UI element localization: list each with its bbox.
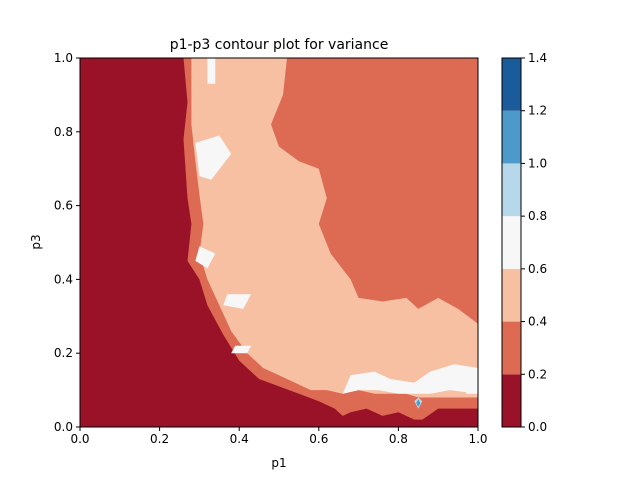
colorbar-band-2 xyxy=(502,268,521,322)
colorbar-tick-label: 0.8 xyxy=(528,209,547,223)
colorbar-tick-label: 0.0 xyxy=(528,420,547,434)
y-tick-label: 0.4 xyxy=(54,272,73,286)
x-axis-label: p1 xyxy=(271,456,286,470)
plot-frame xyxy=(79,57,479,428)
colorbar-band-4 xyxy=(502,163,521,217)
contour-region-3 xyxy=(195,135,232,180)
x-tick-label: 0.8 xyxy=(389,432,408,446)
contour-region-7 xyxy=(231,345,252,354)
colorbar-band-0 xyxy=(502,374,521,427)
x-tick-label: 0.4 xyxy=(230,432,249,446)
contour-region-5 xyxy=(195,246,216,269)
contour-region-0 xyxy=(80,58,478,427)
y-axis: 0.0 0.2 0.4 0.6 0.8 1.0 xyxy=(54,51,80,434)
x-tick-label: 0.2 xyxy=(150,432,169,446)
y-tick-label: 0.6 xyxy=(54,199,73,213)
x-tick-label: 0.0 xyxy=(70,432,89,446)
colorbar-band-1 xyxy=(502,321,521,375)
contour-region-2 xyxy=(191,58,478,398)
y-tick-label: 0.0 xyxy=(54,420,73,434)
y-tick-label: 0.8 xyxy=(54,125,73,139)
plot-area xyxy=(80,58,478,427)
x-axis: 0.0 0.2 0.4 0.6 0.8 1.0 xyxy=(70,427,488,446)
y-tick-label: 1.0 xyxy=(54,51,73,65)
colorbar-band-5 xyxy=(502,110,521,164)
colorbar-tick-label: 1.4 xyxy=(528,51,547,65)
y-axis-label: p3 xyxy=(29,234,43,249)
x-tick-label: 0.6 xyxy=(309,432,328,446)
colorbar-tick-label: 0.6 xyxy=(528,262,547,276)
contour-region-8 xyxy=(342,364,478,394)
colorbar-band-6 xyxy=(502,58,521,111)
contour-region-6 xyxy=(223,294,252,309)
contour-region-9 xyxy=(466,386,478,394)
colorbar-axis: 0.0 0.2 0.4 0.6 0.8 1.0 1.2 1.4 xyxy=(521,51,547,434)
colorbar-tick-label: 1.2 xyxy=(528,104,547,118)
colorbar-frame xyxy=(501,57,522,428)
contour-region-11 xyxy=(416,399,421,407)
x-tick-label: 1.0 xyxy=(468,432,487,446)
colorbar-band-3 xyxy=(502,216,521,269)
colorbar-tick-label: 0.2 xyxy=(528,367,547,381)
chart-title: p1-p3 contour plot for variance xyxy=(170,37,389,53)
y-tick-label: 0.2 xyxy=(54,346,73,360)
colorbar-tick-label: 0.4 xyxy=(528,315,547,329)
colorbar xyxy=(502,58,521,427)
contour-region-4 xyxy=(207,58,216,84)
colorbar-tick-label: 1.0 xyxy=(528,156,547,170)
